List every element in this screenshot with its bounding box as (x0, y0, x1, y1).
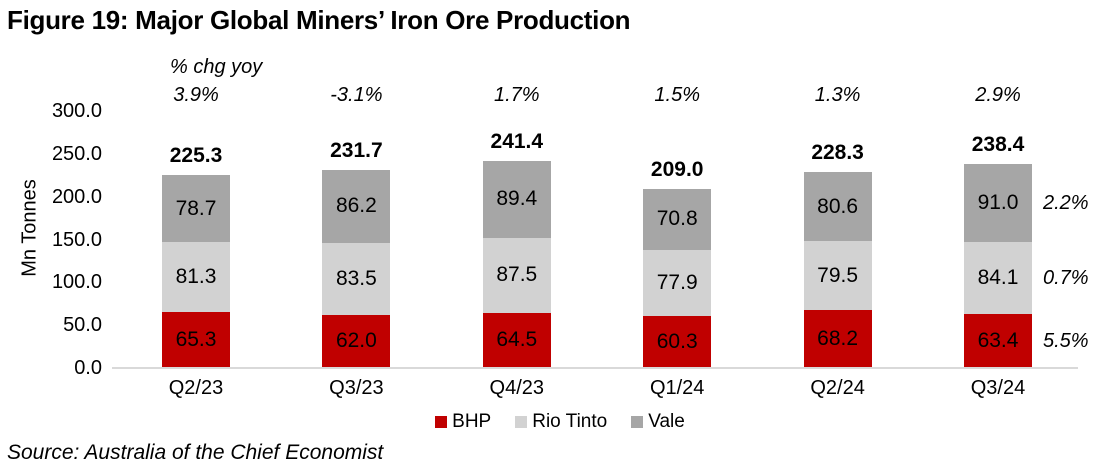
bar-segment-vale: 91.0 (964, 163, 1032, 242)
total-label: 241.4 (490, 130, 544, 154)
bar-segment-rio-tinto: 77.9 (643, 249, 712, 317)
bar-segment-rio-tinto: 87.5 (482, 237, 551, 313)
total-label: 209.0 (650, 157, 704, 181)
segment-pct-annotation: 5.5% (1043, 329, 1089, 352)
x-axis-tick-label: Q3/23 (329, 377, 384, 399)
y-axis-tick-label: 50.0 (63, 314, 102, 337)
segment-value-label: 63.4 (977, 328, 1019, 352)
bar-segment-vale: 78.7 (162, 174, 230, 243)
bar-segment-bhp: 62.0 (322, 314, 391, 368)
legend-label: BHP (452, 411, 492, 432)
x-axis-line (112, 367, 1078, 369)
total-label: 238.4 (971, 132, 1025, 156)
total-label: 225.3 (169, 143, 223, 167)
pct-chg-value: 1.7% (494, 84, 540, 106)
y-axis-tick-label: 200.0 (51, 185, 102, 208)
total-label: 228.3 (811, 141, 864, 165)
segment-value-label: 81.3 (175, 265, 217, 289)
segment-value-label: 62.0 (335, 329, 377, 353)
legend-label: Rio Tinto (532, 411, 608, 432)
segment-value-label: 89.4 (496, 187, 538, 211)
bar-segment-bhp: 63.4 (964, 313, 1032, 368)
legend-label: Vale (648, 411, 685, 432)
legend-item-vale: Vale (631, 411, 685, 433)
legend-item-bhp: BHP (435, 411, 491, 433)
segment-value-label: 91.0 (977, 190, 1019, 214)
pct-chg-value: 1.5% (654, 84, 700, 106)
bar-segment-bhp: 65.3 (162, 312, 230, 368)
x-axis-tick-label: Q4/23 (489, 377, 545, 399)
bar-segment-rio-tinto: 81.3 (162, 242, 230, 313)
legend-swatch-bhp (435, 416, 448, 428)
segment-value-label: 78.7 (175, 196, 217, 220)
bar-segment-rio-tinto: 79.5 (803, 241, 872, 310)
chart-title: Figure 19: Major Global Miners’ Iron Ore… (7, 5, 631, 35)
y-axis-tick-label: 300.0 (51, 100, 102, 122)
y-axis-tick-label: 250.0 (51, 142, 102, 165)
legend-item-rio-tinto: Rio Tinto (515, 411, 607, 433)
pct-chg-value: -3.1% (330, 84, 383, 106)
bar-segment-rio-tinto: 84.1 (964, 241, 1032, 314)
x-axis-tick-label: Q1/24 (649, 377, 705, 399)
legend-swatch-vale (631, 416, 644, 428)
x-axis-tick-label: Q2/23 (168, 377, 224, 399)
bar-segment-bhp: 68.2 (803, 309, 872, 368)
pct-chg-value: 1.3% (814, 84, 861, 106)
y-axis-tick-label: 0.0 (74, 357, 102, 379)
y-axis-tick-label: 100.0 (51, 271, 102, 294)
bar-segment-bhp: 60.3 (643, 316, 712, 368)
segment-pct-annotation: 2.2% (1043, 191, 1089, 214)
segment-value-label: 68.2 (817, 326, 859, 350)
segment-value-label: 70.8 (656, 207, 698, 231)
pct-chg-value: 2.9% (975, 84, 1021, 106)
legend-swatch-rio-tinto (515, 416, 528, 428)
bar-segment-vale: 86.2 (322, 169, 391, 244)
bar-segment-bhp: 64.5 (482, 312, 551, 368)
bar-segment-rio-tinto: 83.5 (322, 243, 391, 315)
y-axis-tick-label: 150.0 (51, 228, 102, 251)
segment-value-label: 80.6 (817, 194, 859, 218)
segment-value-label: 83.5 (335, 267, 377, 291)
pct-chg-value: 3.9% (173, 84, 219, 106)
segment-value-label: 65.3 (175, 328, 217, 352)
segment-value-label: 60.3 (656, 330, 698, 354)
segment-value-label: 86.2 (335, 194, 377, 218)
bar-segment-vale: 70.8 (643, 188, 712, 250)
x-axis-tick-label: Q3/24 (970, 377, 1026, 399)
x-axis-tick-label: Q2/24 (810, 377, 865, 399)
segment-value-label: 84.1 (977, 265, 1019, 289)
legend: BHP Rio Tinto Vale (115, 411, 1005, 433)
pct-chg-yoy-header: % chg yoy (170, 56, 263, 78)
bar-segment-vale: 89.4 (482, 161, 551, 238)
source-note: Source: Australia of the Chief Economist (7, 441, 384, 464)
bar-segment-vale: 80.6 (803, 172, 872, 242)
segment-value-label: 77.9 (656, 270, 698, 294)
total-label: 231.7 (330, 138, 383, 162)
segment-pct-annotation: 0.7% (1043, 266, 1089, 289)
segment-value-label: 79.5 (817, 263, 859, 287)
segment-value-label: 87.5 (496, 263, 538, 287)
segment-value-label: 64.5 (496, 328, 538, 352)
